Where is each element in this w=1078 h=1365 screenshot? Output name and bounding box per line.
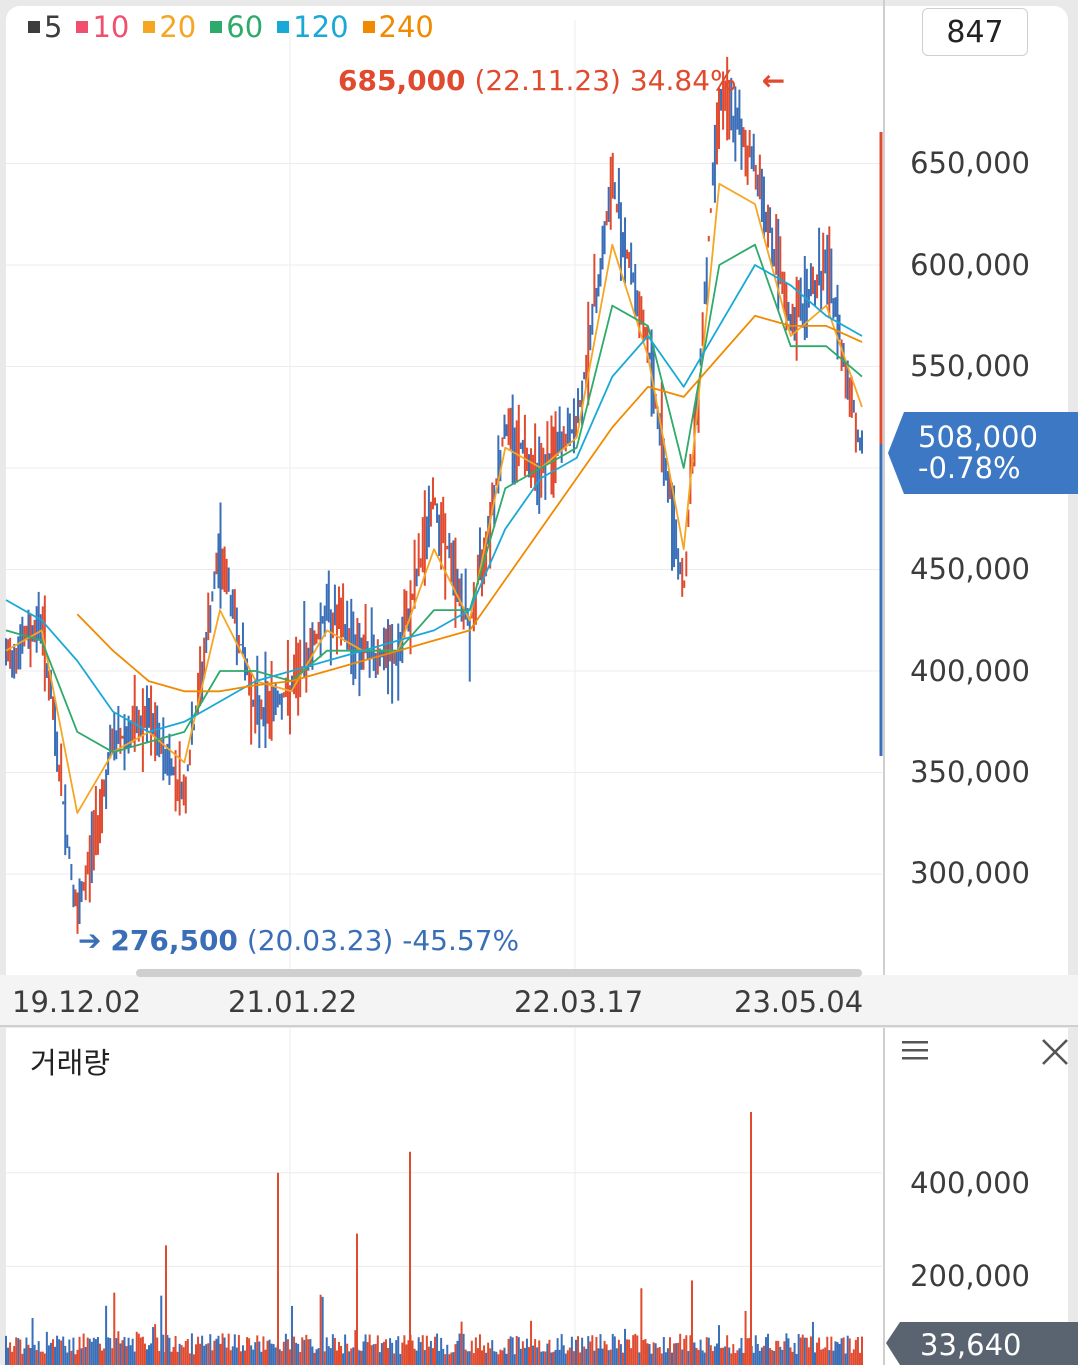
legend-label-ma240: 240 — [378, 10, 434, 44]
current-price-badge: 508,000 -0.78% — [888, 412, 1078, 494]
volume-title: 거래량 — [30, 1046, 111, 1080]
current-volume-value: 33,640 — [920, 1328, 1022, 1362]
legend-swatch-ma60 — [210, 21, 223, 33]
current-volume-badge: 33,640 — [886, 1322, 1078, 1365]
legend-item-ma5[interactable]: 5 — [28, 10, 62, 44]
min-price-value: 276,500 — [110, 924, 238, 957]
legend-item-ma10[interactable]: 10 — [76, 10, 129, 44]
x-tick-label: 21.01.22 — [228, 985, 358, 1019]
y-tick-label: 350,000 — [910, 755, 1030, 789]
legend-label-ma20: 20 — [159, 10, 197, 44]
arrow-left-icon: ← — [761, 64, 786, 97]
x-tick-label: 19.12.02 — [12, 985, 142, 1019]
legend-item-ma20[interactable]: 20 — [143, 10, 196, 44]
scrollbar — [136, 969, 862, 977]
max-price-annotation: 685,000 (22.11.23) 34.84% ← — [338, 64, 785, 97]
x-tick-label: 23.05.04 — [734, 985, 864, 1019]
legend-label-ma120: 120 — [293, 10, 349, 44]
min-price-change: -45.57% — [402, 924, 520, 957]
legend-item-ma120[interactable]: 120 — [277, 10, 349, 44]
x-axis-band — [0, 975, 1078, 1027]
legend-label-ma5: 5 — [44, 10, 63, 44]
ma-line-240 — [76, 314, 863, 693]
volume-chart-panel[interactable] — [6, 1028, 1068, 1365]
legend-swatch-ma10 — [76, 21, 89, 33]
legend-label-ma10: 10 — [92, 10, 130, 44]
y-tick-label: 450,000 — [910, 552, 1030, 586]
legend-swatch-ma240 — [362, 21, 375, 33]
y-tick-label: 550,000 — [910, 349, 1030, 383]
volume-y-tick-label: 200,000 — [910, 1259, 1030, 1293]
candle-count-box[interactable]: 847 — [922, 8, 1028, 56]
menu-icon[interactable] — [900, 1034, 930, 1074]
y-tick-label: 300,000 — [910, 856, 1030, 890]
legend-label-ma60: 60 — [226, 10, 264, 44]
price-chart-panel[interactable] — [6, 6, 1068, 1024]
volume-y-tick-label: 400,000 — [910, 1166, 1030, 1200]
current-price-change: -0.78% — [918, 451, 1021, 485]
y-tick-label: 400,000 — [910, 654, 1030, 688]
max-price-change: 34.84% — [629, 64, 737, 97]
y-tick-label: 650,000 — [910, 146, 1030, 180]
current-price-value: 508,000 — [918, 420, 1038, 454]
max-price-value: 685,000 — [338, 64, 466, 97]
legend-item-ma240[interactable]: 240 — [362, 10, 434, 44]
max-price-date: (22.11.23) — [474, 64, 621, 97]
badge-shape — [888, 412, 1078, 494]
legend-item-ma60[interactable]: 60 — [210, 10, 263, 44]
legend-swatch-ma120 — [277, 21, 290, 33]
ma-legend: 5 10 20 60 120 240 — [28, 10, 434, 44]
y-tick-label: 600,000 — [910, 248, 1030, 282]
volume-badge-shape — [886, 1322, 1078, 1365]
close-icon[interactable] — [1040, 1036, 1070, 1076]
ma-line-60 — [5, 243, 863, 754]
x-tick-label: 22.03.17 — [514, 985, 644, 1019]
arrow-right-icon: ➔ — [78, 924, 102, 957]
min-price-date: (20.03.23) — [246, 924, 394, 957]
legend-swatch-ma20 — [143, 21, 156, 33]
legend-swatch-ma5 — [28, 21, 40, 33]
min-price-annotation: ➔ 276,500 (20.03.23) -45.57% — [78, 924, 519, 957]
ma-line-120 — [5, 264, 863, 733]
